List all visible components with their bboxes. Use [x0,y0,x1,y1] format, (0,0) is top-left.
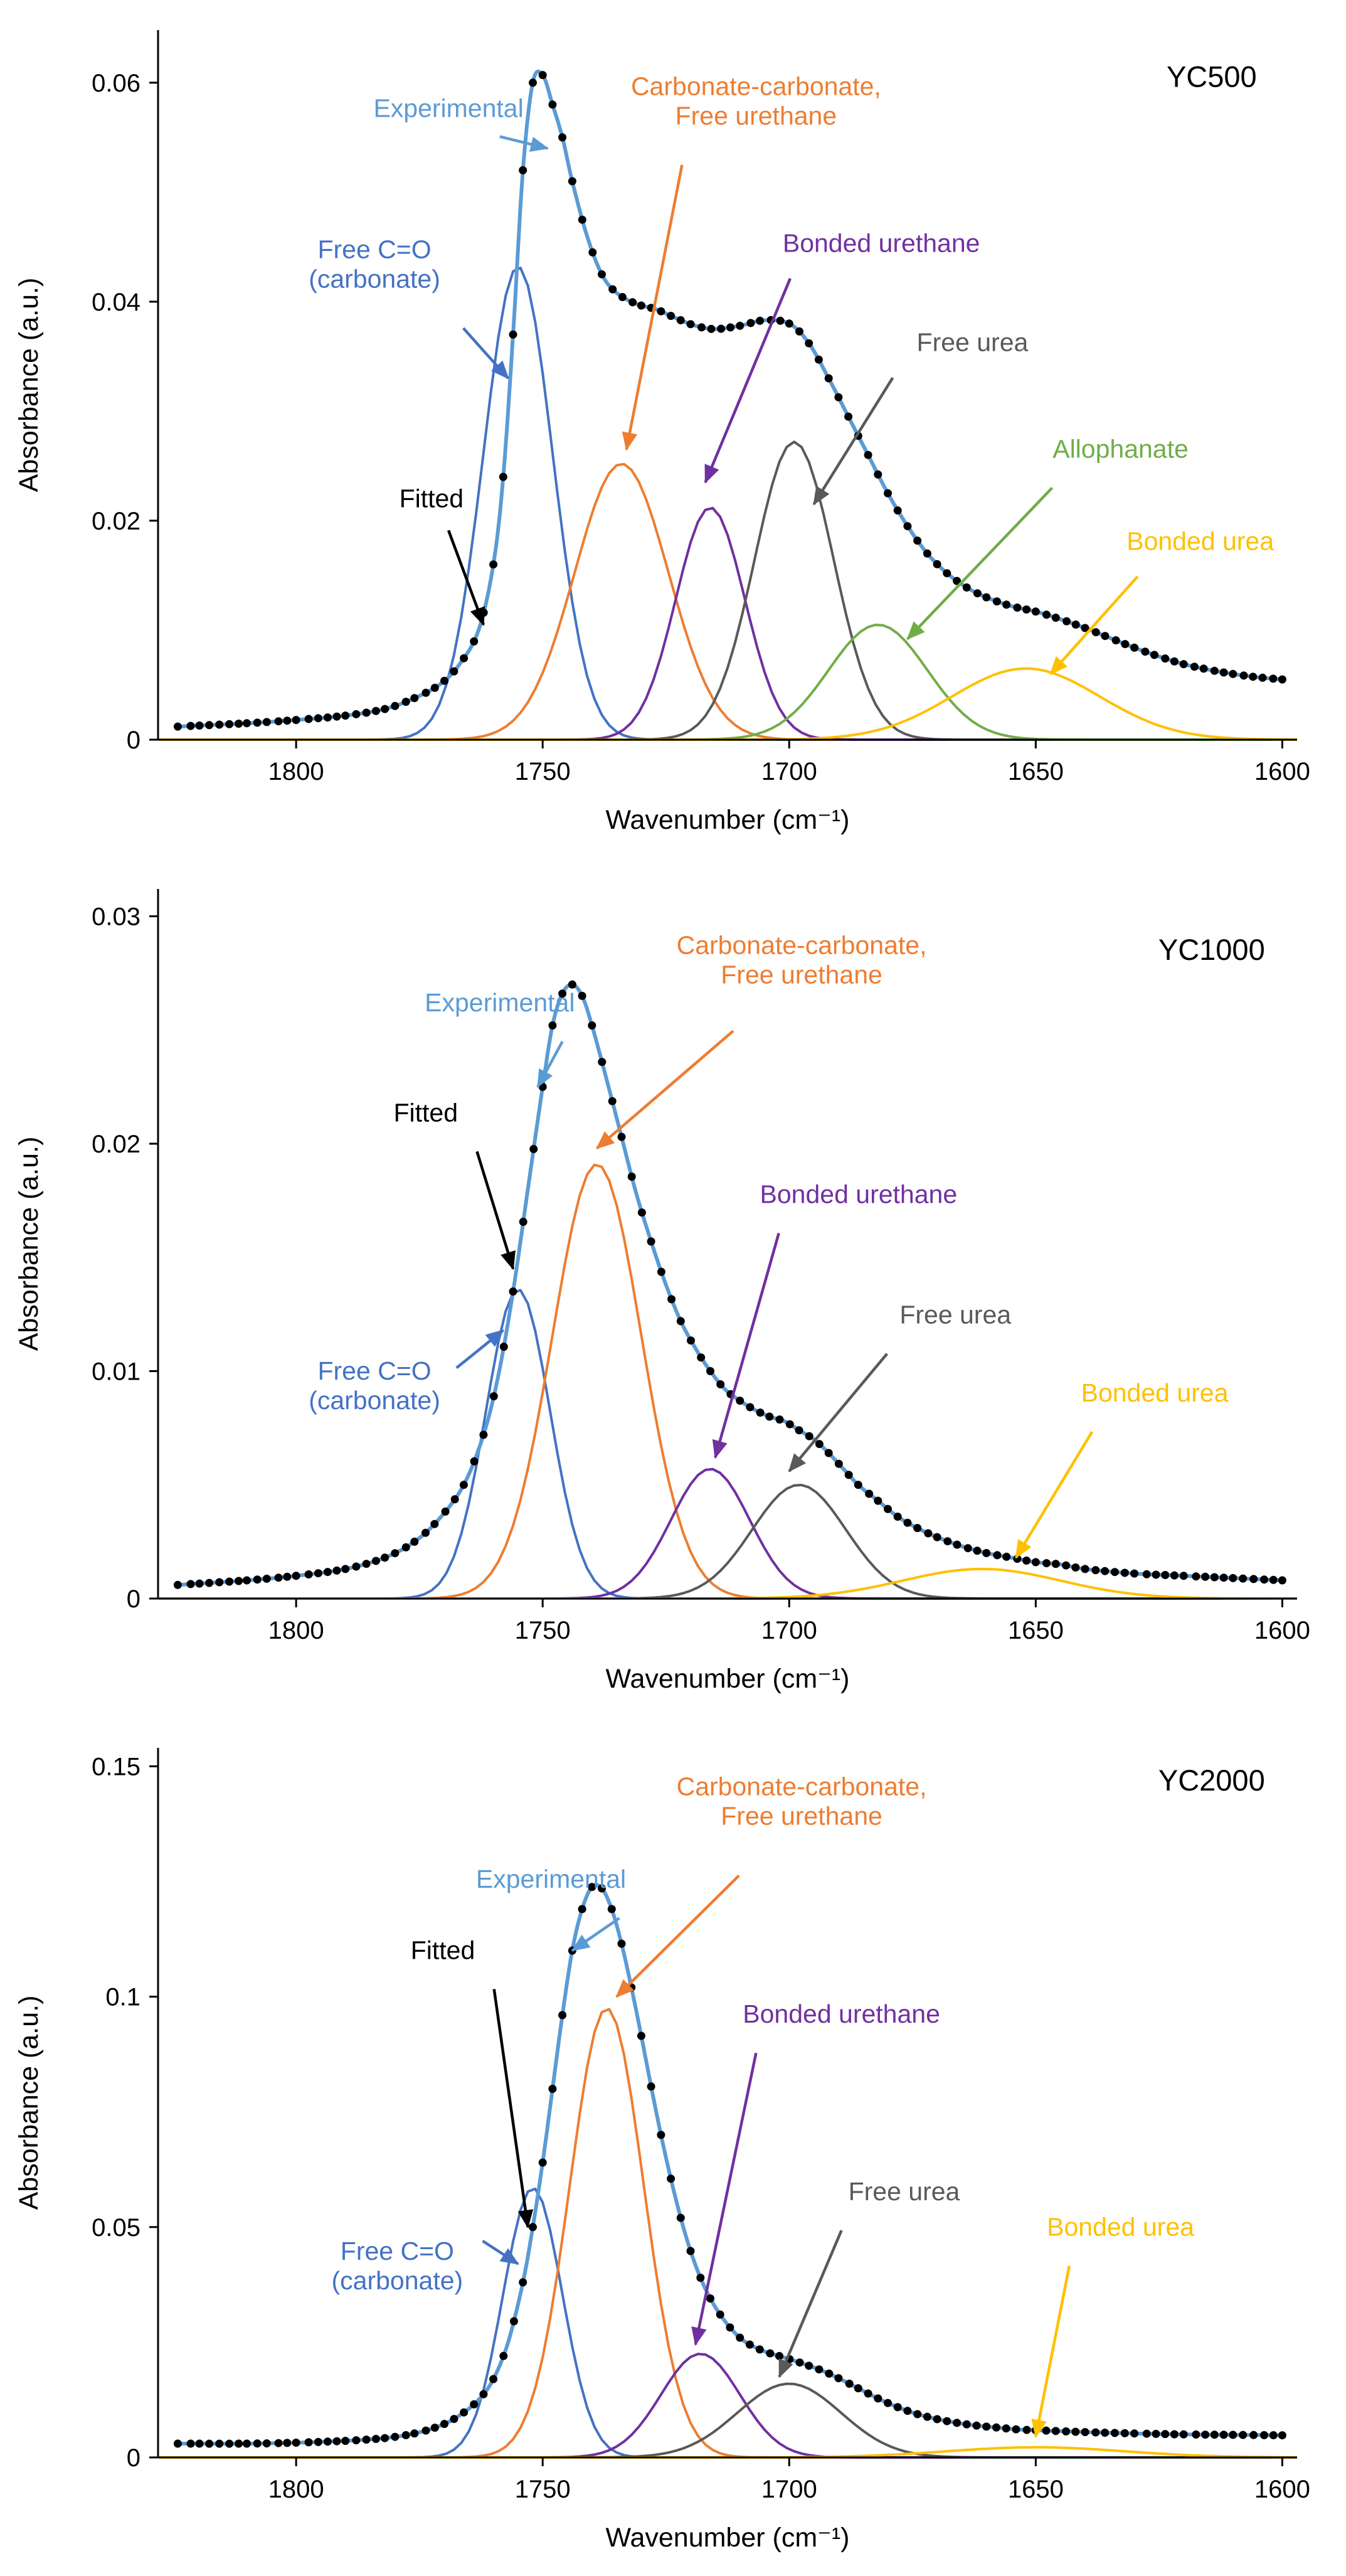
svg-text:Bonded urethane: Bonded urethane [783,228,980,257]
chart-yc1000-plot: 0 0.01 0.02 0.03 1800 1750 1700 1650 1600 Wavenum… [14,889,1310,1694]
svg-text:Absorbance (a.u.): Absorbance (a.u.) [14,278,44,492]
svg-text:(carbonate): (carbonate) [309,265,440,294]
svg-text:1800: 1800 [268,2476,324,2503]
svg-text:Bonded urea: Bonded urea [1126,526,1274,555]
svg-text:1800: 1800 [268,1617,324,1644]
svg-text:1700: 1700 [761,2476,817,2503]
svg-text:0.02: 0.02 [92,1131,140,1158]
svg-text:0: 0 [127,1585,140,1613]
svg-text:YC2000: YC2000 [1158,1764,1265,1797]
svg-text:Fitted: Fitted [393,1098,458,1127]
svg-text:1650: 1650 [1008,1617,1064,1644]
svg-text:Free C=O: Free C=O [341,2237,454,2265]
svg-text:Bonded urethane: Bonded urethane [743,1999,940,2028]
ftir-chart-yc500: 0 0.02 0.04 0.06 1800 1750 1700 1650 1600 Wavenum… [0,0,1346,859]
svg-text:0.03: 0.03 [92,903,140,931]
chart-yc500-plot: 0 0.02 0.04 0.06 1800 1750 1700 1650 1600 Wavenum… [14,30,1310,835]
svg-text:1750: 1750 [515,758,571,785]
svg-text:0.15: 0.15 [92,1753,140,1780]
svg-text:0.02: 0.02 [92,508,140,535]
svg-text:Wavenumber (cm⁻¹): Wavenumber (cm⁻¹) [605,805,849,835]
svg-text:1650: 1650 [1008,758,1064,785]
chart-yc2000-plot: 0 0.05 0.1 0.15 1800 1750 1700 1650 1600 Wavenumb… [14,1748,1310,2553]
svg-text:Carbonate-carbonate,: Carbonate-carbonate, [631,72,881,101]
ftir-chart-yc1000: 0 0.01 0.02 0.03 1800 1750 1700 1650 1600 Wavenum… [0,859,1346,1718]
svg-text:1700: 1700 [761,758,817,785]
svg-text:1600: 1600 [1254,758,1310,785]
svg-text:Fitted: Fitted [411,1935,475,1964]
svg-text:Wavenumber (cm⁻¹): Wavenumber (cm⁻¹) [605,2523,849,2553]
svg-text:Free C=O: Free C=O [317,1356,431,1385]
ftir-chart-yc2000: 0 0.05 0.1 0.15 1800 1750 1700 1650 1600 Wavenumb… [0,1718,1346,2576]
svg-text:Wavenumber (cm⁻¹): Wavenumber (cm⁻¹) [605,1664,849,1694]
svg-text:Free urea: Free urea [849,2177,960,2206]
svg-text:Absorbance (a.u.): Absorbance (a.u.) [14,1996,44,2210]
svg-text:0.1: 0.1 [105,1984,140,2011]
svg-text:Experimental: Experimental [373,93,523,122]
svg-text:Allophanate: Allophanate [1052,434,1189,463]
svg-text:Free urethane: Free urethane [721,961,882,989]
svg-text:1800: 1800 [268,758,324,785]
svg-text:Experimental: Experimental [425,988,575,1017]
svg-text:1700: 1700 [761,1617,817,1644]
svg-text:1750: 1750 [515,1617,571,1644]
svg-text:YC1000: YC1000 [1158,933,1265,966]
svg-text:Bonded urea: Bonded urea [1047,2212,1194,2241]
svg-text:Carbonate-carbonate,: Carbonate-carbonate, [677,931,927,960]
svg-text:0.01: 0.01 [92,1358,140,1386]
svg-text:Free urea: Free urea [917,328,1029,357]
svg-text:Free C=O: Free C=O [317,235,431,264]
svg-text:0.06: 0.06 [92,70,140,97]
svg-text:Fitted: Fitted [400,484,464,513]
svg-text:1600: 1600 [1254,2476,1310,2503]
svg-text:Free urethane: Free urethane [721,1801,882,1830]
svg-text:0: 0 [127,2444,140,2472]
svg-text:Carbonate-carbonate,: Carbonate-carbonate, [677,1772,927,1801]
svg-text:0.05: 0.05 [92,2214,140,2242]
svg-text:(carbonate): (carbonate) [332,2266,464,2295]
svg-text:1650: 1650 [1008,2476,1064,2503]
svg-text:1750: 1750 [515,2476,571,2503]
svg-text:YC500: YC500 [1167,60,1257,93]
svg-text:Absorbance (a.u.): Absorbance (a.u.) [14,1137,44,1351]
svg-text:(carbonate): (carbonate) [309,1386,440,1415]
svg-text:Bonded urethane: Bonded urethane [760,1179,958,1208]
svg-text:1600: 1600 [1254,1617,1310,1644]
svg-text:Free urethane: Free urethane [676,102,837,130]
svg-text:Bonded urea: Bonded urea [1081,1378,1229,1407]
svg-text:0: 0 [127,726,140,754]
svg-text:0.04: 0.04 [92,289,140,316]
svg-text:Experimental: Experimental [476,1865,626,1893]
svg-text:Free urea: Free urea [899,1301,1011,1329]
